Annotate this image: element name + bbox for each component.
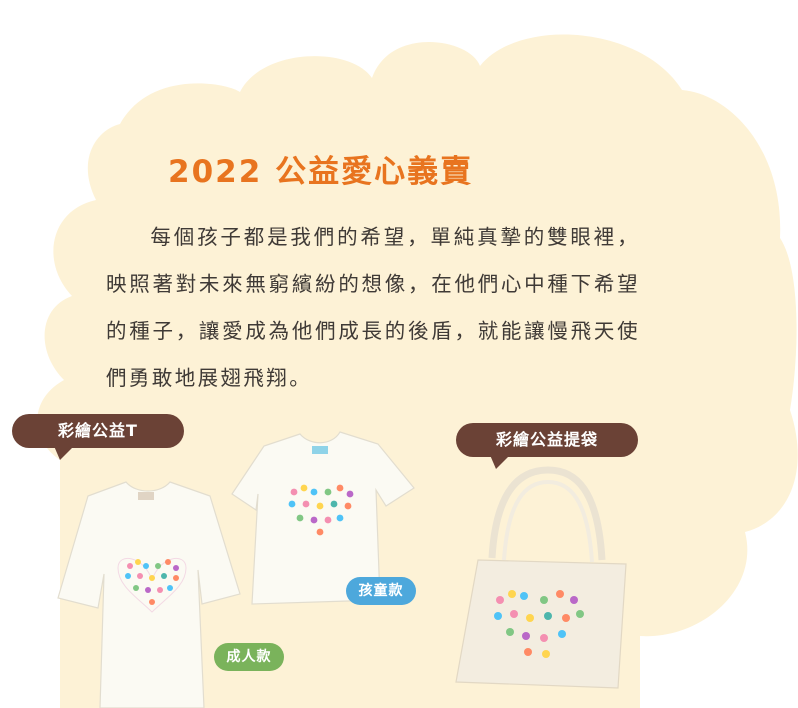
adult-tshirt-image	[57, 481, 241, 708]
bag-label: 彩繪公益提袋	[495, 430, 598, 449]
tshirt-label: 彩繪公益T	[58, 421, 138, 440]
kid-heart-print	[288, 484, 354, 536]
bag-label-bubble: 彩繪公益提袋	[456, 423, 638, 469]
page-title: 2022 公益愛心義賣	[168, 154, 474, 190]
tshirt-label-bubble: 彩繪公益T	[12, 414, 184, 460]
adult-heart-print	[117, 558, 187, 613]
bag-heart-print	[494, 590, 584, 658]
intro-text: 每個孩子都是我們的希望，單純真摯的雙眼裡，映照著對未來無窮繽紛的想像，在他們心中…	[106, 225, 640, 390]
tote-bag-image	[455, 466, 627, 689]
kid-tshirt-image	[231, 431, 415, 605]
intro-paragraph: 每個孩子都是我們的希望，單純真摯的雙眼裡，映照著對未來無窮繽紛的想像，在他們心中…	[106, 214, 640, 402]
kid-size-tag: 孩童款	[346, 577, 416, 605]
adult-size-tag: 成人款	[214, 643, 284, 671]
